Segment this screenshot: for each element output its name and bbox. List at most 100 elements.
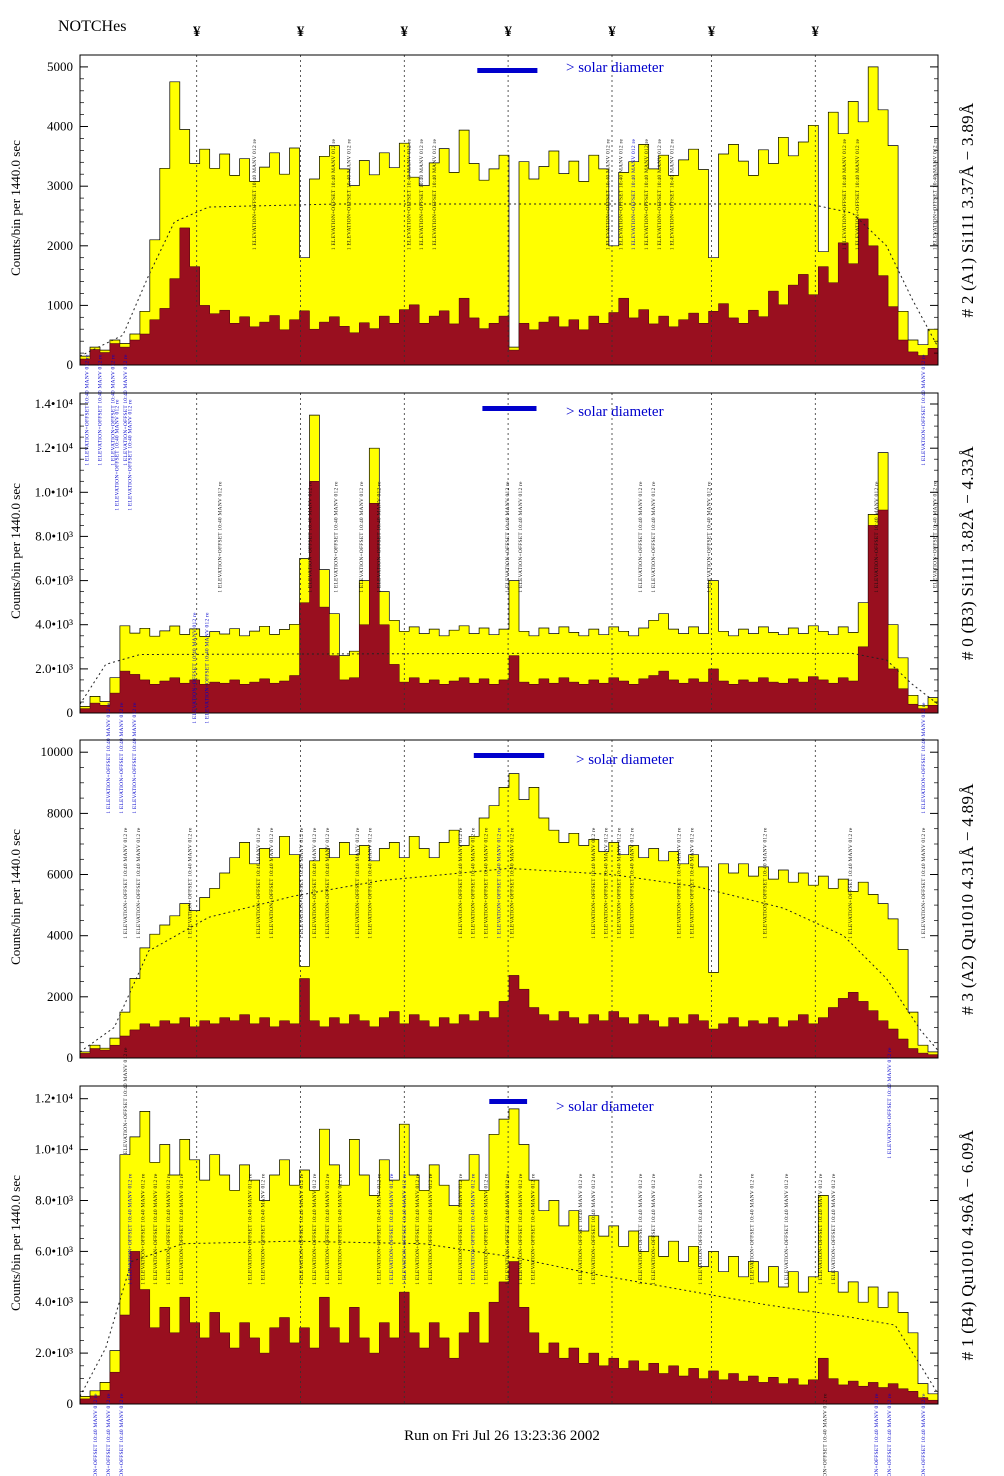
y-tick-label: 2.0•10³ <box>35 1345 73 1360</box>
rotated-annotation: 1 ELEVATION+OFFSET 10:40 MANV 012 re <box>179 1173 185 1285</box>
rotated-annotation: 1 ELEVATION+OFFSET 10:40 MANV 012 re <box>887 1047 893 1159</box>
rotated-annotation: 1 ELEVATION+OFFSET 10:40 MANV 012 re <box>831 1173 837 1285</box>
rotated-annotation: 1 ELEVATION+OFFSET 10:40 MANV 012 re <box>638 1173 644 1285</box>
rotated-annotation: 1 ELEVATION+OFFSET 10:40 MANV 012 re <box>128 399 134 511</box>
rotated-annotation: 1 ELEVATION+OFFSET 10:40 MANV 012 re <box>509 827 515 939</box>
rotated-annotation: 1 ELEVATION+OFFSET 10:40 MANV 012 re <box>415 1173 421 1285</box>
rotated-annotation: 1 ELEVATION+OFFSET 10:40 MANV 012 re <box>932 481 938 593</box>
histogram-total <box>79 414 939 714</box>
rotated-annotation: 1 ELEVATION+OFFSET 10:40 MANV 012 re <box>98 354 104 466</box>
rotated-annotation: 1 ELEVATION+OFFSET 10:40 MANV 012 re <box>505 481 511 593</box>
rotated-annotation: 1 ELEVATION+OFFSET 10:40 MANV 012 re <box>932 138 938 250</box>
rotated-annotation: 1 ELEVATION+OFFSET 10:40 MANV 012 re <box>677 827 683 939</box>
rotated-annotation: 1 ELEVATION+OFFSET 10:40 MANV 012 re <box>578 1173 584 1285</box>
solar-diameter-label: > solar diameter <box>556 1099 654 1115</box>
panel-1: 0 1000 2000 3000 4000 5000 1 ELEVATION+OFFSET … <box>47 54 939 466</box>
rotated-annotation: 1 ELEVATION+OFFSET 10:40 MANV 012 re <box>166 1173 172 1285</box>
rotated-annotation: 1 ELEVATION+OFFSET 10:40 MANV 012 re <box>707 481 713 593</box>
histogram-background <box>79 1251 939 1405</box>
rotated-annotation: 1 ELEVATION+OFFSET 10:40 MANV 012 re <box>458 1173 464 1285</box>
rotated-annotation: 1 ELEVATION+OFFSET 10:40 MANV 012 re <box>402 1173 408 1285</box>
rotated-annotation: 1 ELEVATION+OFFSET 10:40 MANV 012 re <box>376 1173 382 1285</box>
notch-marker-icon: ¥ <box>297 24 305 40</box>
y-tick-label: 2.0•10³ <box>35 661 73 676</box>
rotated-annotation: 1 ELEVATION+OFFSET 10:40 MANV 012 re <box>140 1173 146 1285</box>
panel-4: 0 2.0•10³ 4.0•10³ 6.0•10³ 8.0•10³ 1.0•10⁴ 1.2•… <box>35 1085 939 1476</box>
rotated-annotation: 1 ELEVATION+OFFSET 10:40 MANV 012 re <box>205 612 211 724</box>
rotated-annotation: 1 ELEVATION+OFFSET 10:40 MANV 012 re <box>818 1173 824 1285</box>
histogram-total <box>79 773 939 1059</box>
rotated-annotation: 1 ELEVATION+OFFSET 10:40 MANV 012 re <box>750 1173 756 1285</box>
rotated-annotation: 1 ELEVATION+OFFSET 10:40 MANV 012 re <box>376 481 382 593</box>
y-tick-label: 1.2•10⁴ <box>35 1091 74 1106</box>
rotated-annotation: 1 ELEVATION+OFFSET 10:40 MANV 012 re <box>110 354 116 466</box>
axis-frame <box>79 1085 939 1405</box>
rotated-annotation: 1 ELEVATION+OFFSET 10:40 MANV 012 re <box>123 1047 129 1159</box>
y-tick-label: 1.0•10⁴ <box>35 1142 74 1157</box>
y-tick-label: 4.0•10³ <box>35 1294 73 1309</box>
rotated-annotation: 1 ELEVATION+OFFSET 10:40 MANV 012 re <box>921 1393 927 1476</box>
solar-diameter-bar <box>489 1099 528 1104</box>
rotated-annotation: 1 ELEVATION+OFFSET 10:40 MANV 012 re <box>359 481 365 593</box>
rotated-annotation: 1 ELEVATION+OFFSET 10:40 MANV 012 re <box>428 1173 434 1285</box>
rotated-annotation: 1 ELEVATION+OFFSET 10:40 MANV 012 re <box>657 138 663 250</box>
notch-marker-icon: ¥ <box>608 24 616 40</box>
y-tick-label: 6000 <box>47 867 73 882</box>
rotated-annotation: 1 ELEVATION+OFFSET 10:40 MANV 012 re <box>432 138 438 250</box>
solar-diameter-bar <box>482 406 537 411</box>
y-tick-label: 8.0•10³ <box>35 528 73 543</box>
rotated-annotation: 1 ELEVATION+OFFSET 10:40 MANV 012 re <box>261 1173 267 1285</box>
rotated-annotation: 1 ELEVATION+OFFSET 10:40 MANV 012 re <box>331 138 337 250</box>
rotated-annotation: 1 ELEVATION+OFFSET 10:40 MANV 012 re <box>617 827 623 939</box>
rotated-annotation: 1 ELEVATION+OFFSET 10:40 MANV 012 re <box>128 1173 134 1285</box>
panel-4-channel-label: # 1 (B4) Qu1010 4.96Å − 6.09Å <box>958 1129 977 1361</box>
rotated-annotation: 1 ELEVATION+OFFSET 10:40 MANV 012 re <box>115 399 121 511</box>
rotated-annotation: 1 ELEVATION+OFFSET 10:40 MANV 012 re <box>299 827 305 939</box>
y-tick-label: 2000 <box>47 238 73 253</box>
envelope-curve <box>79 867 939 1053</box>
rotated-annotation: 1 ELEVATION+OFFSET 10:40 MANV 012 re <box>496 827 502 939</box>
rotated-annotation: 1 ELEVATION+OFFSET 10:40 MANV 012 re <box>531 1173 537 1285</box>
rotated-annotation: 1 ELEVATION+OFFSET 10:40 MANV 012 re <box>518 1173 524 1285</box>
y-tick-label: 0 <box>67 1050 74 1065</box>
rotated-annotation: 1 ELEVATION+OFFSET 10:40 MANV 012 re <box>333 481 339 593</box>
y-tick-label: 6.0•10³ <box>35 1243 73 1258</box>
notch-marker-icon: ¥ <box>812 24 820 40</box>
rotated-annotation: 1 ELEVATION+OFFSET 10:40 MANV 012 re <box>346 138 352 250</box>
rotated-annotation: 1 ELEVATION+OFFSET 10:40 MANV 012 re <box>690 827 696 939</box>
rotated-annotation: 1 ELEVATION+OFFSET 10:40 MANV 012 re <box>855 138 861 250</box>
rotated-annotation: 1 ELEVATION+OFFSET 10:40 MANV 012 re <box>389 1173 395 1285</box>
y-tick-label: 2000 <box>47 989 73 1004</box>
y-tick-label: 6.0•10³ <box>35 573 73 588</box>
rotated-annotation: 1 ELEVATION+OFFSET 10:40 MANV 012 re <box>887 1393 893 1476</box>
rotated-annotation: 1 ELEVATION+OFFSET 10:40 MANV 012 re <box>518 481 524 593</box>
rotated-annotation: 1 ELEVATION+OFFSET 10:40 MANV 012 re <box>618 138 624 250</box>
y-tick-label: 1.2•10⁴ <box>35 440 74 455</box>
y-tick-label: 0 <box>67 705 74 720</box>
y-tick-label: 8.0•10³ <box>35 1193 73 1208</box>
rotated-annotation: 1 ELEVATION+OFFSET 10:40 MANV 012 re <box>308 481 314 593</box>
rotated-annotation: 1 ELEVATION+OFFSET 10:40 MANV 012 re <box>119 702 125 814</box>
solar-diameter-label: > solar diameter <box>566 404 664 420</box>
rotated-annotation: 1 ELEVATION+OFFSET 10:40 MANV 012 re <box>312 827 318 939</box>
rotated-annotation: 1 ELEVATION+OFFSET 10:40 MANV 012 re <box>921 827 927 939</box>
y-tick-label: 4000 <box>47 928 73 943</box>
notches-label: NOTCHes <box>58 18 127 35</box>
solar-diameter-label: > solar diameter <box>566 60 664 76</box>
rotated-annotation: 1 ELEVATION+OFFSET 10:40 MANV 012 re <box>269 827 275 939</box>
histogram-background <box>79 481 939 714</box>
rotated-annotation: 1 ELEVATION+OFFSET 10:40 MANV 012 re <box>299 1173 305 1285</box>
rotated-annotation: 1 ELEVATION+OFFSET 10:40 MANV 012 re <box>93 1393 99 1476</box>
rotated-annotation: 1 ELEVATION+OFFSET 10:40 MANV 012 re <box>188 827 194 939</box>
rotated-annotation: 1 ELEVATION+OFFSET 10:40 MANV 012 re <box>119 1393 125 1476</box>
rotated-annotation: 1 ELEVATION+OFFSET 10:40 MANV 012 re <box>762 827 768 939</box>
rotated-annotation: 1 ELEVATION+OFFSET 10:40 MANV 012 re <box>106 1393 112 1476</box>
rotated-annotation: 1 ELEVATION+OFFSET 10:40 MANV 012 re <box>874 1393 880 1476</box>
rotated-annotation: 1 ELEVATION+OFFSET 10:40 MANV 012 re <box>123 354 129 466</box>
rotated-annotation: 1 ELEVATION+OFFSET 10:40 MANV 012 re <box>629 827 635 939</box>
y-axis-title: Counts/bin per 1440.0 sec <box>8 1175 23 1311</box>
rotated-annotation: 1 ELEVATION+OFFSET 10:40 MANV 012 re <box>106 702 112 814</box>
rotated-annotation: 1 ELEVATION+OFFSET 10:40 MANV 012 re <box>651 1173 657 1285</box>
panel-2: 0 2.0•10³ 4.0•10³ 6.0•10³ 8.0•10³ 1.0•10⁴ 1.2•… <box>35 392 939 814</box>
